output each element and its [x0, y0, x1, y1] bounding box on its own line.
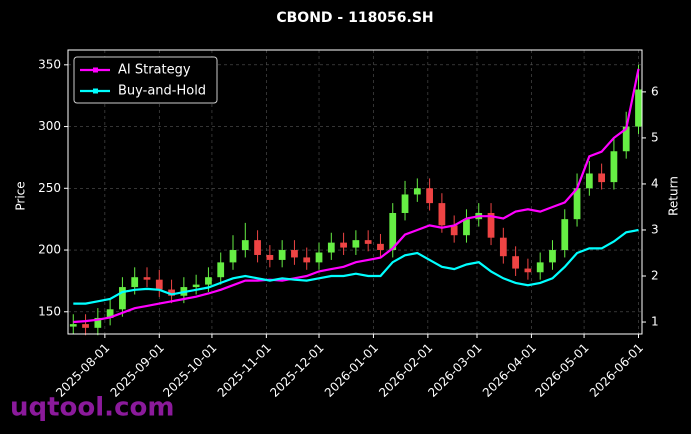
candle-body — [278, 250, 286, 260]
candle-body — [635, 89, 642, 127]
candle-body — [340, 242, 347, 248]
candle-body — [598, 173, 606, 183]
candle-body — [401, 194, 409, 213]
candle-body — [426, 188, 433, 204]
plot-frame — [67, 49, 643, 335]
return-line — [73, 228, 639, 305]
return-line — [73, 68, 640, 324]
y-tick-label: 350 — [38, 57, 61, 71]
y-tick-label: 150 — [38, 304, 61, 318]
candle-body — [143, 277, 151, 280]
legend-label: AI Strategy — [118, 63, 191, 78]
candle-body — [438, 203, 446, 226]
legend-label: Buy-and-Hold — [118, 84, 206, 99]
candle-body — [352, 240, 360, 248]
candle-body — [561, 219, 569, 251]
candle-body — [131, 277, 139, 288]
candle-body — [82, 324, 89, 328]
candle-body — [389, 212, 397, 251]
candle-body — [377, 243, 384, 251]
candle-body — [499, 237, 507, 257]
legend-marker — [93, 88, 98, 94]
candle-body — [585, 173, 593, 189]
candle-body — [549, 250, 556, 263]
y-tick-label: 300 — [38, 119, 61, 133]
candle-body — [463, 219, 470, 236]
candle-body — [241, 240, 249, 251]
y2-tick-label: 4 — [651, 176, 659, 190]
candle-body — [364, 240, 372, 244]
legend-marker — [93, 67, 98, 73]
candle-body — [291, 250, 298, 258]
candle-body — [573, 188, 581, 220]
candle-body — [69, 324, 77, 327]
candle-body — [168, 289, 175, 296]
y2-tick-label: 3 — [651, 222, 659, 236]
chart-title: CBOND - 118056.SH — [276, 10, 433, 26]
candle-body — [610, 151, 618, 183]
candle-body — [94, 317, 102, 328]
candle-body — [266, 254, 274, 260]
y-tick-label: 200 — [38, 243, 61, 257]
candle-body — [205, 277, 212, 285]
candle-body — [315, 252, 323, 263]
y2-tick-label: 6 — [651, 84, 659, 98]
candle-body — [450, 225, 458, 236]
candle-body — [303, 257, 311, 263]
candle-body — [512, 256, 519, 269]
candle-body — [106, 309, 114, 318]
candle-body — [622, 126, 630, 152]
candle-body — [254, 240, 261, 255]
candle-body — [487, 212, 495, 238]
y2-tick-label: 2 — [651, 269, 659, 283]
y2-axis-label: Return — [667, 176, 681, 216]
y-axis-label: Price — [14, 181, 28, 210]
candle-body — [217, 262, 225, 278]
y2-tick-label: 5 — [651, 130, 659, 144]
candle-body — [524, 268, 532, 273]
y2-tick-label: 1 — [651, 315, 659, 329]
legend: AI Strategy Buy-and-Hold — [73, 56, 218, 104]
candle-body — [155, 279, 163, 290]
candle-body — [536, 262, 544, 273]
candle-body — [119, 287, 126, 310]
y-tick-label: 250 — [38, 181, 61, 195]
candle-body — [192, 284, 200, 288]
watermark: uqtool.com — [10, 393, 174, 423]
candle-body — [413, 188, 421, 195]
candle-body — [229, 250, 237, 263]
candle-body — [327, 242, 335, 253]
